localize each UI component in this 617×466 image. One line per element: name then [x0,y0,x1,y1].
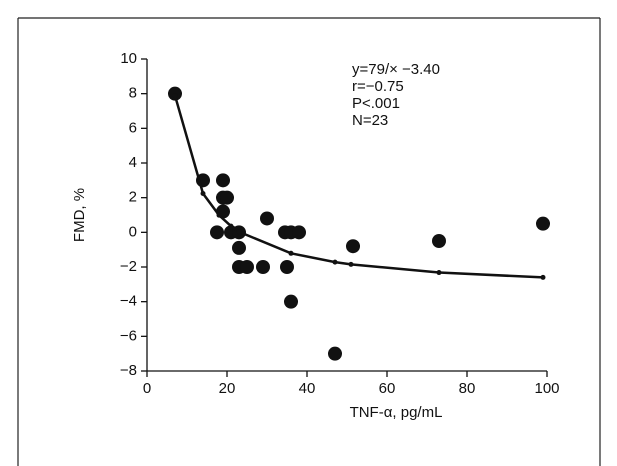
scatter-point [536,216,550,231]
scatter-point [328,346,342,361]
y-tick-label: −4 [120,293,137,310]
scatter-point [432,234,446,248]
x-tick-label: 60 [379,380,396,397]
annotation: P<.001 [352,95,400,112]
scatter-point [210,225,224,240]
scatter-point [216,173,230,188]
y-tick-label: 8 [129,85,137,102]
x-tick-label: 100 [534,380,559,397]
fit-vertex [216,212,222,218]
scatter-point [260,211,274,226]
fit-vertex [236,229,242,235]
x-tick-label: 20 [219,380,236,397]
annotation: r=−0.75 [352,78,404,95]
y-tick-label: 10 [120,50,137,67]
y-tick-label: 6 [129,119,137,136]
fit-vertex [200,191,206,197]
scatter-point [346,239,360,254]
y-tick-label: 2 [129,189,137,206]
x-tick-label: 80 [459,380,476,397]
fit-vertex [436,270,442,276]
scatter-point [220,190,234,205]
annotation: y=79/× −3.40 [352,61,440,78]
scatter-point [232,240,246,255]
y-tick-label: −8 [120,362,137,379]
fit-vertex [172,93,178,99]
scatter-point [292,225,306,240]
y-tick-label: 0 [129,223,137,240]
fit-vertex [228,223,234,229]
y-tick-label: 4 [129,154,137,171]
scatter-point [284,294,298,309]
y-tick-label: −2 [120,258,137,275]
annotation: N=23 [352,112,388,129]
x-axis-label: TNF-α, pg/mL [350,404,443,421]
y-tick-label: −6 [120,327,137,344]
scatter-point [256,260,270,274]
fit-vertex [288,250,294,256]
x-tick-label: 40 [299,380,316,397]
fit-vertex [540,274,546,280]
fit-vertex [348,261,354,267]
fit-curve [173,95,544,279]
x-tick-label: 0 [143,380,151,397]
y-axis-label: FMD, % [71,188,88,242]
fit-vertex [332,259,338,265]
scatter-point [240,260,254,274]
scatter-point [280,260,294,274]
